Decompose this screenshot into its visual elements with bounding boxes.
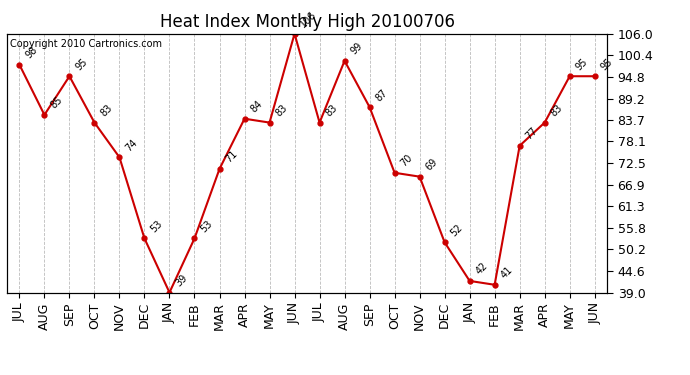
Text: 52: 52 (448, 222, 464, 238)
Text: 84: 84 (248, 99, 264, 114)
Text: 77: 77 (524, 126, 540, 142)
Text: 83: 83 (549, 103, 564, 118)
Text: 83: 83 (274, 103, 289, 118)
Text: 98: 98 (23, 45, 39, 60)
Text: 83: 83 (324, 103, 339, 118)
Text: 42: 42 (474, 261, 490, 277)
Text: 53: 53 (148, 219, 164, 234)
Text: 95: 95 (599, 56, 615, 72)
Text: 85: 85 (48, 95, 64, 111)
Text: 39: 39 (174, 273, 189, 288)
Text: 69: 69 (424, 157, 440, 172)
Text: 83: 83 (99, 103, 115, 118)
Text: 53: 53 (199, 219, 215, 234)
Title: Heat Index Monthly High 20100706: Heat Index Monthly High 20100706 (159, 13, 455, 31)
Text: 74: 74 (124, 137, 139, 153)
Text: 87: 87 (374, 87, 390, 103)
Text: 99: 99 (348, 41, 364, 57)
Text: 70: 70 (399, 153, 415, 169)
Text: 106: 106 (299, 9, 319, 30)
Text: 95: 95 (574, 56, 590, 72)
Text: 71: 71 (224, 149, 239, 165)
Text: 41: 41 (499, 265, 515, 280)
Text: Copyright 2010 Cartronics.com: Copyright 2010 Cartronics.com (10, 39, 162, 49)
Text: 95: 95 (74, 56, 90, 72)
